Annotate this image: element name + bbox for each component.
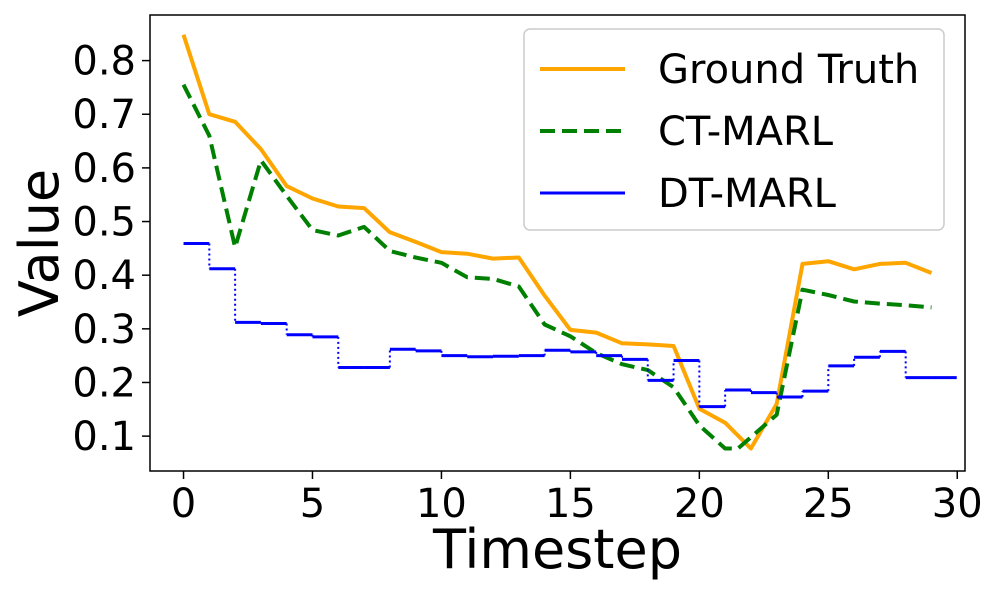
- y-tick-label: 0.6: [72, 146, 136, 192]
- x-tick-label: 10: [416, 481, 467, 527]
- x-tick-label: 20: [674, 481, 725, 527]
- y-axis-label: Value: [8, 169, 71, 317]
- ground-truth-line: [181, 34, 933, 451]
- y-tick-label: 0.7: [72, 92, 136, 138]
- x-axis-ticks: 0 5 10 15 20 25 30: [171, 471, 983, 527]
- y-tick-label: 0.2: [72, 360, 136, 406]
- legend-label: DT-MARL: [658, 171, 837, 217]
- series-layer: [181, 34, 957, 451]
- x-tick-label: 15: [545, 481, 596, 527]
- y-tick-label: 0.4: [72, 253, 136, 299]
- y-axis-ticks: 0.1 0.2 0.3 0.4 0.5 0.6 0.7 0.8: [72, 39, 150, 460]
- plot-frame: [149, 14, 966, 472]
- y-tick-label: 0.1: [72, 414, 136, 460]
- y-tick-label: 0.3: [72, 307, 136, 353]
- y-tick-label: 0.5: [72, 200, 136, 246]
- y-tick-label: 0.8: [72, 39, 136, 85]
- x-axis-label: Timestep: [432, 518, 682, 581]
- legend-label: CT-MARL: [658, 109, 834, 155]
- legend-label: Ground Truth: [658, 47, 919, 93]
- x-tick-label: 25: [803, 481, 854, 527]
- ct-marl-line: [181, 83, 932, 451]
- legend: Ground Truth CT-MARL DT-MARL: [523, 28, 945, 231]
- x-tick-label: 30: [932, 481, 983, 527]
- x-tick-label: 0: [171, 481, 196, 527]
- x-tick-label: 5: [300, 481, 325, 527]
- legend-box: [523, 28, 945, 231]
